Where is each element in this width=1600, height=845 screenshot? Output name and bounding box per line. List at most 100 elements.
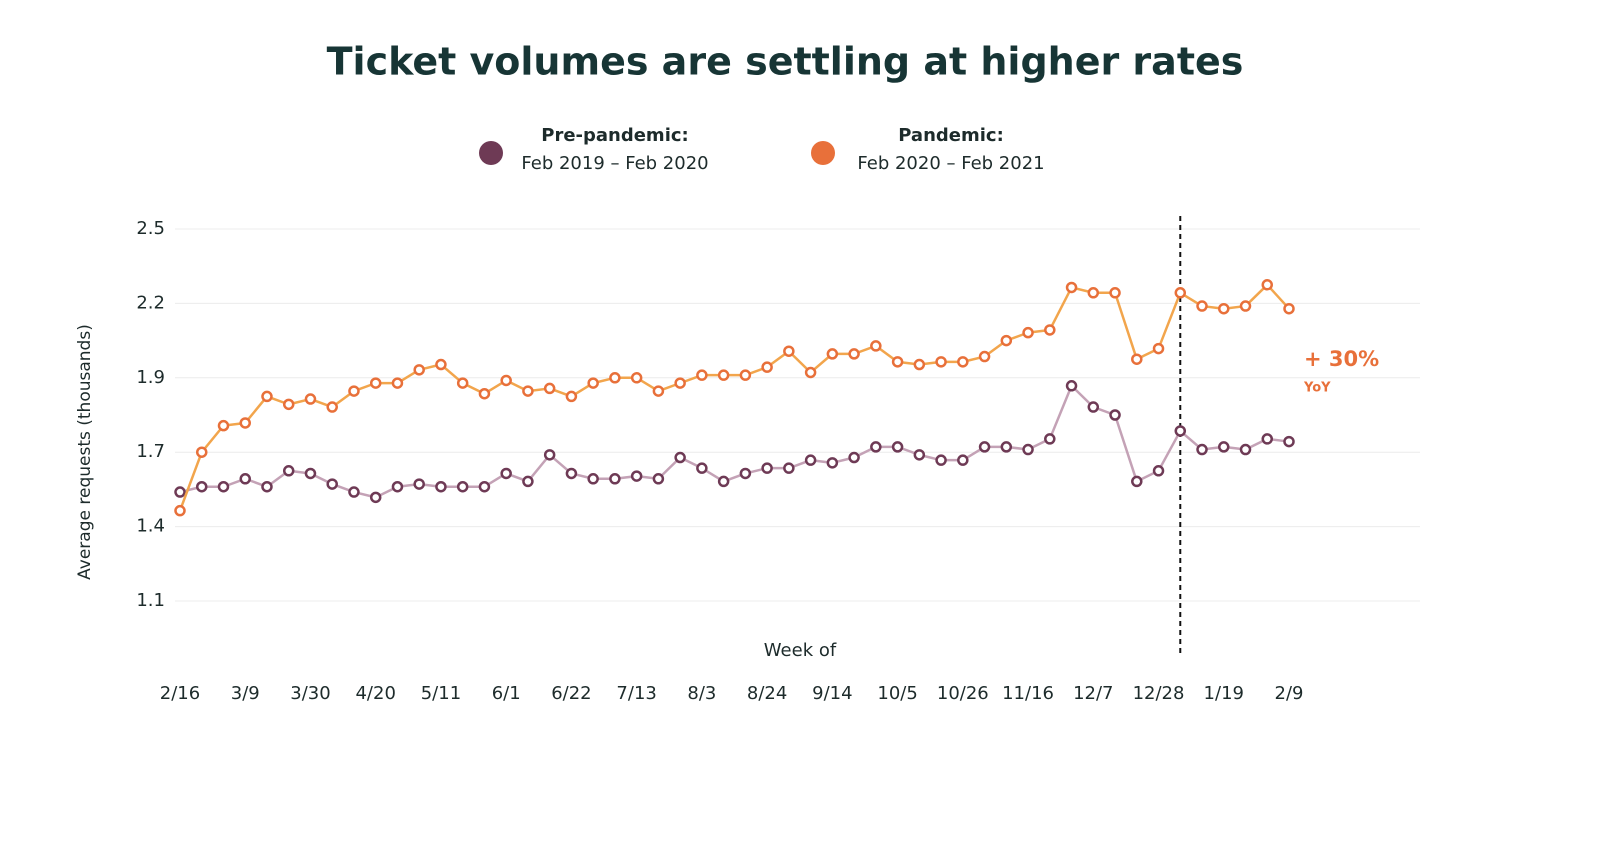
data-point	[1152, 465, 1165, 477]
data-point	[1065, 281, 1078, 294]
data-point	[1000, 441, 1013, 453]
data-point	[174, 486, 186, 498]
x-tick-label: 8/3	[687, 683, 716, 704]
x-tick-label: 5/11	[421, 683, 461, 704]
data-point	[282, 465, 295, 477]
data-point	[1283, 435, 1295, 448]
x-tick-label: 12/28	[1133, 683, 1185, 704]
data-point	[870, 441, 882, 453]
data-point	[239, 473, 251, 485]
data-point	[456, 377, 469, 389]
data-point	[957, 356, 969, 368]
data-point	[652, 385, 665, 397]
x-tick-label: 2/9	[1275, 683, 1304, 704]
data-point	[652, 473, 665, 485]
data-point	[478, 480, 491, 493]
data-point	[1261, 279, 1274, 291]
data-point	[217, 419, 230, 432]
x-tick-label: 7/13	[616, 683, 656, 704]
data-point	[304, 393, 317, 405]
data-point	[1131, 475, 1143, 488]
data-point	[369, 377, 382, 389]
data-point	[804, 454, 817, 466]
data-point	[913, 449, 926, 461]
y-tick-label: 1.4	[136, 516, 165, 537]
data-point	[195, 446, 208, 458]
data-point	[435, 358, 447, 371]
data-point	[261, 390, 273, 403]
data-point	[1196, 443, 1208, 456]
x-axis-label: Week of	[764, 640, 837, 661]
data-point	[935, 454, 947, 466]
data-point	[1087, 401, 1100, 413]
y-tick-label: 1.7	[136, 441, 165, 462]
data-point	[1239, 443, 1252, 456]
x-tick-label: 3/9	[231, 683, 260, 704]
data-point	[696, 369, 708, 381]
data-point	[1174, 287, 1187, 299]
x-tick-label: 4/20	[355, 683, 395, 704]
y-tick-label: 2.5	[136, 218, 165, 239]
x-tick-label: 3/30	[290, 683, 330, 704]
data-point	[217, 480, 230, 493]
data-point	[391, 480, 404, 493]
x-tick-label: 2/16	[160, 683, 200, 704]
data-point	[826, 348, 839, 360]
data-point	[826, 457, 839, 469]
x-tick-label: 8/24	[747, 683, 787, 704]
legend-period: Feb 2019 – Feb 2020	[521, 153, 708, 174]
data-point	[1065, 380, 1078, 392]
data-point	[500, 467, 512, 480]
series-line	[179, 384, 1290, 499]
legend-marker	[811, 141, 835, 165]
data-point	[543, 382, 556, 395]
y-tick-label: 2.2	[136, 292, 165, 313]
data-point	[348, 385, 360, 397]
x-tick-label: 10/26	[937, 683, 989, 704]
data-point	[1087, 287, 1100, 299]
legend-period: Feb 2020 – Feb 2021	[857, 153, 1044, 174]
data-point	[696, 462, 708, 474]
data-point	[478, 387, 491, 400]
data-point	[1022, 326, 1034, 339]
data-point	[522, 385, 534, 397]
data-point	[1022, 443, 1034, 456]
x-tick-label: 9/14	[812, 683, 852, 704]
data-point	[783, 462, 795, 474]
y-tick-label: 1.9	[136, 367, 165, 388]
data-point	[391, 377, 404, 389]
data-point	[891, 356, 904, 368]
data-point	[891, 441, 904, 453]
data-point	[761, 462, 773, 474]
data-point	[304, 467, 317, 480]
data-point	[848, 348, 860, 360]
data-point	[282, 398, 295, 411]
data-point	[261, 480, 273, 493]
data-point	[609, 372, 621, 384]
data-point	[1174, 425, 1187, 437]
data-point	[348, 486, 360, 498]
data-point	[674, 377, 686, 389]
data-point	[761, 361, 773, 373]
data-point	[978, 350, 991, 363]
data-point	[630, 372, 643, 384]
data-point	[174, 504, 186, 517]
y-axis-label: Average requests (thousands)	[75, 324, 95, 580]
data-point	[957, 454, 969, 466]
data-point	[1109, 409, 1121, 421]
data-point	[1283, 302, 1295, 315]
data-point	[326, 401, 338, 413]
y-tick-label: 1.1	[136, 590, 165, 611]
data-point	[326, 478, 338, 490]
data-point	[565, 390, 578, 403]
data-point	[1044, 324, 1056, 336]
data-point	[1131, 353, 1143, 365]
data-point	[587, 377, 599, 389]
x-tick-label: 6/22	[551, 683, 591, 704]
data-point	[413, 364, 425, 376]
data-point	[543, 449, 556, 461]
data-point	[1196, 300, 1208, 312]
